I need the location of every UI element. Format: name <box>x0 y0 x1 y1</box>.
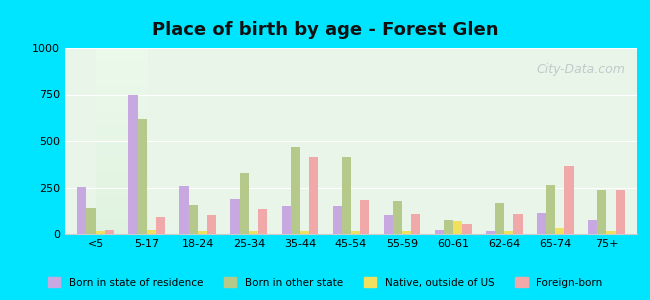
Bar <box>453 221 462 234</box>
Bar <box>249 231 258 234</box>
Bar <box>128 94 138 234</box>
Bar <box>105 230 114 234</box>
Text: City-Data.com: City-Data.com <box>537 63 625 76</box>
Bar <box>588 220 597 234</box>
Bar <box>564 166 574 234</box>
Bar <box>300 231 309 234</box>
Bar <box>486 231 495 234</box>
Bar <box>96 231 105 234</box>
Bar <box>435 230 444 234</box>
Bar <box>86 208 96 234</box>
Bar <box>240 172 249 234</box>
Text: Place of birth by age - Forest Glen: Place of birth by age - Forest Glen <box>151 21 499 39</box>
Bar <box>546 185 555 234</box>
Bar <box>597 190 606 234</box>
Bar <box>606 231 616 234</box>
Bar <box>384 215 393 234</box>
Bar <box>309 157 318 234</box>
Bar <box>77 187 86 234</box>
Bar <box>504 231 514 234</box>
Bar <box>207 215 216 234</box>
Bar <box>147 230 156 234</box>
Bar <box>444 220 453 234</box>
Bar <box>188 205 198 234</box>
Bar <box>138 119 147 234</box>
Bar <box>156 217 165 234</box>
Bar <box>393 202 402 234</box>
Bar <box>537 213 546 234</box>
Bar <box>495 203 504 234</box>
Bar <box>281 206 291 234</box>
Legend: Born in state of residence, Born in other state, Native, outside of US, Foreign-: Born in state of residence, Born in othe… <box>44 273 606 292</box>
Bar <box>351 231 360 234</box>
Bar <box>514 214 523 234</box>
Bar <box>291 147 300 234</box>
Bar <box>411 214 421 234</box>
Bar <box>616 190 625 234</box>
Bar <box>231 199 240 234</box>
Bar <box>342 157 351 234</box>
Bar <box>360 200 369 234</box>
Bar <box>555 228 564 234</box>
Bar <box>402 231 411 234</box>
Bar <box>198 231 207 234</box>
Bar <box>333 206 342 234</box>
Bar <box>258 209 267 234</box>
Bar <box>462 224 471 234</box>
Bar <box>179 186 188 234</box>
